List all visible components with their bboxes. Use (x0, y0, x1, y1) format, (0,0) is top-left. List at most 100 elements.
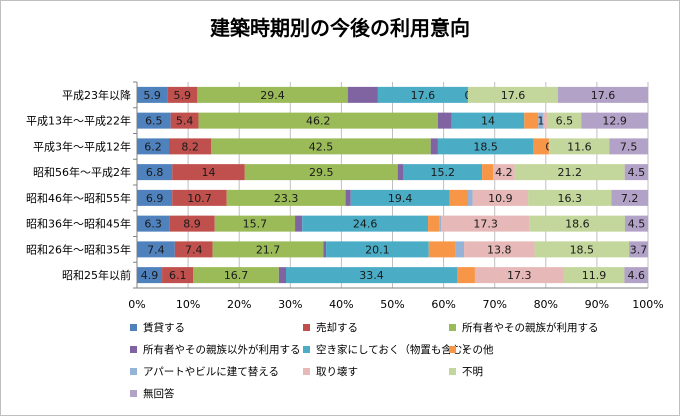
legend-swatch (303, 324, 310, 331)
bar-segment (174, 241, 213, 258)
bar-segment (197, 86, 348, 103)
bar-segment (451, 112, 525, 129)
legend-label: 所有者やその親族以外が利用する (143, 344, 301, 356)
bar-segment (430, 138, 438, 155)
data-label: 21.2 (557, 166, 582, 179)
bar-segment (629, 241, 648, 258)
data-label: 6.3 (144, 218, 162, 231)
data-label: 16.3 (557, 192, 582, 205)
legend-swatch (130, 346, 137, 353)
data-label: 16.7 (224, 269, 249, 282)
data-label: 8.2 (181, 140, 199, 153)
chart-title: 建築時期別の今後の利用意向 (210, 16, 470, 40)
legend-label: 取り壊す (316, 366, 358, 378)
data-label: 5.9 (174, 89, 192, 102)
legend-item: 無回答 (130, 386, 175, 401)
bar-segment (162, 267, 194, 284)
legend-swatch (130, 390, 137, 397)
data-label: 18.5 (473, 140, 498, 153)
bar-segment (474, 267, 564, 284)
bar-segment (493, 164, 515, 181)
legend-item: 所有者やその親族が利用する (449, 320, 599, 335)
bar-segment (611, 189, 648, 206)
bar-segment (543, 112, 548, 129)
bar-segment (198, 112, 438, 129)
x-tick-label: 10% (176, 298, 200, 311)
bar-segment (137, 189, 173, 206)
bar-segment (244, 164, 398, 181)
bar-segment (457, 267, 475, 284)
bar-segment (169, 215, 215, 232)
legend-item: 不明 (449, 364, 483, 379)
x-tick-label: 30% (278, 298, 302, 311)
bar-segment (624, 215, 648, 232)
data-label: 5.9 (143, 89, 161, 102)
x-tick-label: 100% (632, 298, 663, 311)
data-label: 1 (537, 115, 544, 128)
bar-segment (464, 241, 535, 258)
x-tick-label: 60% (431, 298, 455, 311)
data-label: 6.5 (145, 115, 163, 128)
bar-segment (137, 241, 175, 258)
bar-segment (137, 86, 168, 103)
x-tick-label: 50% (380, 298, 404, 311)
bar-segment (439, 215, 442, 232)
data-label: 15.2 (431, 166, 456, 179)
y-tick-label: 昭和26年～昭和35年 (26, 242, 131, 256)
legend-label: 売却する (316, 322, 358, 334)
bar-segment (455, 241, 465, 258)
data-label: 17.6 (591, 89, 616, 102)
bar-segment (428, 241, 456, 258)
data-label: 24.6 (353, 218, 378, 231)
x-tick-label: 0% (128, 298, 145, 311)
legend-swatch (303, 346, 310, 353)
data-label: 10.9 (488, 192, 513, 205)
bar-segment (524, 112, 539, 129)
data-label: 8.9 (183, 218, 201, 231)
bar-segment (538, 112, 544, 129)
y-tick-label: 昭和46年～昭和55年 (26, 191, 131, 205)
bar-segment (624, 267, 648, 284)
bar-segment (563, 267, 625, 284)
data-label: 14 (481, 115, 495, 128)
data-label: 17.6 (411, 89, 436, 102)
bar-segment (437, 112, 452, 129)
bar-segment (285, 267, 458, 284)
y-tick-label: 昭和36年～昭和45年 (26, 217, 131, 231)
bar-segment (302, 215, 429, 232)
data-label: 12.9 (602, 115, 627, 128)
data-label: 7.4 (185, 243, 203, 256)
legend-item: 所有者やその親族以外が利用する (130, 342, 301, 357)
bar-segment (514, 164, 625, 181)
data-label: 6.5 (556, 115, 574, 128)
legend-swatch (449, 346, 456, 353)
x-tick-label: 40% (329, 298, 353, 311)
y-tick-label: 昭和25年以前 (62, 268, 131, 282)
legend-item: 賃貸する (130, 320, 185, 335)
legend-label: その他 (462, 344, 494, 356)
bar-segment (172, 189, 227, 206)
data-label: 17.3 (473, 218, 498, 231)
data-label: 21.7 (256, 243, 281, 256)
data-label: 4.2 (495, 166, 513, 179)
bar-segment (214, 215, 296, 232)
data-label: 15.7 (243, 218, 268, 231)
bar-segment (467, 189, 473, 206)
bar-segment (345, 189, 351, 206)
data-label: 18.5 (570, 243, 595, 256)
data-label: 29.4 (260, 89, 285, 102)
bar-segment (528, 189, 612, 206)
bar-segment (137, 164, 173, 181)
y-tick-label: 平成23年以降 (62, 88, 131, 102)
bar-segment (193, 267, 279, 284)
bar-segment (137, 215, 170, 232)
legend-swatch (130, 368, 137, 375)
data-label: 5.4 (176, 115, 194, 128)
bar-segment (377, 86, 468, 103)
x-tick-label: 70% (482, 298, 506, 311)
legend-item: 空き家にしておく（物置も含む） (303, 342, 473, 357)
bar-segment (172, 164, 245, 181)
data-label: 19.4 (388, 192, 413, 205)
